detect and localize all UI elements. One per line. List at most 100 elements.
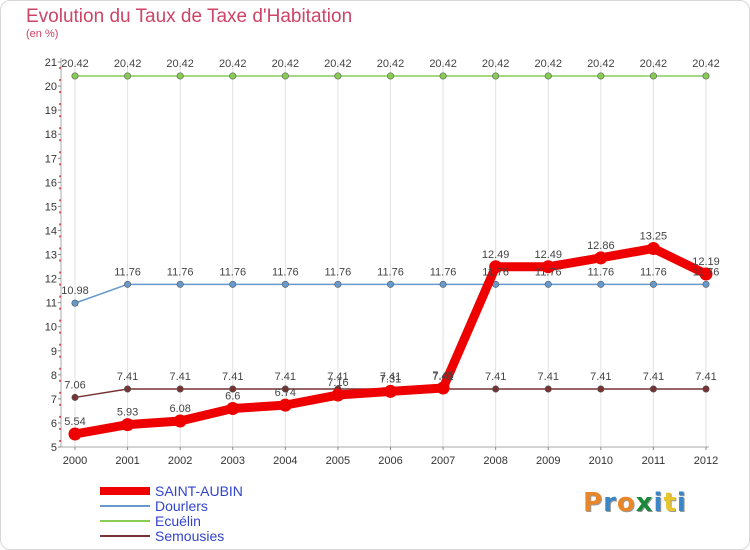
data-label: 7.41 <box>327 371 348 383</box>
y-tick-label: 15 <box>45 201 57 213</box>
data-point <box>386 280 394 288</box>
data-label: 20.42 <box>692 58 720 70</box>
y-tick-label: 19 <box>45 105 57 117</box>
data-label: 7.41 <box>222 371 243 383</box>
x-tick-label: 2000 <box>63 455 87 467</box>
data-label: 11.76 <box>535 266 562 278</box>
data-label: 11.76 <box>640 266 667 278</box>
data-point <box>649 280 657 288</box>
data-point <box>68 427 82 441</box>
data-label: 20.42 <box>534 58 562 70</box>
legend-label-ecuelin: Ecuélin <box>155 513 201 529</box>
legend-label-semousies: Semousies <box>155 528 225 544</box>
data-label: 11.76 <box>482 266 509 278</box>
data-point <box>71 393 79 401</box>
data-label: 11.76 <box>167 266 194 278</box>
data-point <box>597 280 605 288</box>
legend-swatch-dourlers <box>100 505 150 507</box>
data-label: 7.41 <box>380 371 401 383</box>
data-point <box>281 280 289 288</box>
legend-swatch-saint-aubin <box>100 487 150 495</box>
data-label: 11.76 <box>325 266 352 278</box>
data-point <box>541 260 555 274</box>
x-tick-label: 2007 <box>431 455 455 467</box>
data-label: 12.19 <box>692 256 720 268</box>
data-point <box>124 280 132 288</box>
data-point <box>544 280 552 288</box>
data-label: 5.54 <box>64 416 85 428</box>
y-tick-label: 6 <box>51 418 57 430</box>
logo-letter: P <box>583 488 604 518</box>
logo-letter: r <box>603 488 617 518</box>
data-label: 12.49 <box>534 249 562 261</box>
proxiti-logo: Proxiti <box>583 488 687 518</box>
data-label: 7.16 <box>327 377 348 389</box>
logo-letter: x <box>635 488 654 518</box>
y-tick-label: 21 <box>45 57 57 69</box>
x-tick-label: 2012 <box>694 455 718 467</box>
data-point <box>281 385 289 393</box>
data-label: 6.74 <box>275 387 296 399</box>
data-point <box>124 72 132 80</box>
data-label: 11.76 <box>587 266 614 278</box>
x-tick-label: 2009 <box>536 455 560 467</box>
data-label: 20.42 <box>482 58 510 70</box>
y-tick-label: 14 <box>45 225 57 237</box>
data-label: 7.45 <box>432 370 453 382</box>
y-tick-label: 7 <box>51 394 57 406</box>
x-tick-label: 2011 <box>642 455 666 467</box>
x-tick-label: 2005 <box>326 455 350 467</box>
data-point <box>334 72 342 80</box>
data-label: 20.42 <box>114 58 142 70</box>
x-tick-label: 2003 <box>221 455 245 467</box>
data-point <box>176 385 184 393</box>
data-point <box>384 384 397 398</box>
logo-letter: t <box>663 488 677 518</box>
data-point <box>597 385 605 393</box>
data-label: 5.93 <box>117 407 138 419</box>
logo-letter: o <box>616 488 636 518</box>
data-point <box>492 72 500 80</box>
x-tick-label: 2008 <box>483 455 507 467</box>
y-tick-label: 9 <box>51 346 57 358</box>
data-label: 7.41 <box>275 371 296 383</box>
data-point <box>71 299 79 307</box>
data-label: 11.76 <box>430 266 457 278</box>
data-point <box>121 418 135 432</box>
legend-swatch-semousies <box>100 535 150 537</box>
data-point <box>229 280 237 288</box>
data-label: 12.86 <box>587 240 615 252</box>
data-label: 7.41 <box>643 371 664 383</box>
data-label: 6.6 <box>225 391 240 403</box>
data-label: 7.41 <box>117 371 138 383</box>
data-label: 12.49 <box>482 249 510 261</box>
x-tick-label: 2006 <box>378 455 402 467</box>
data-label: 7.41 <box>538 371 559 383</box>
data-point <box>124 385 132 393</box>
data-point <box>702 385 710 393</box>
data-label: 11.76 <box>219 266 246 278</box>
data-point <box>173 414 187 428</box>
data-point <box>649 385 657 393</box>
data-label: 11.76 <box>114 266 141 278</box>
data-point <box>702 280 710 288</box>
logo-letter: i <box>676 488 687 518</box>
legend-label-saint-aubin: SAINT-AUBIN <box>155 483 243 499</box>
data-point <box>594 251 608 265</box>
y-tick-label: 11 <box>46 298 57 310</box>
data-point <box>492 385 500 393</box>
x-tick-label: 2001 <box>115 455 139 467</box>
legend-swatch-ecuelin <box>100 520 150 522</box>
data-label: 6.08 <box>169 403 190 415</box>
data-point <box>386 72 394 80</box>
data-point <box>278 398 292 412</box>
y-tick-label: 17 <box>45 153 57 165</box>
data-label: 7.31 <box>380 373 401 385</box>
data-label: 11.76 <box>377 266 404 278</box>
data-label: 20.42 <box>219 58 247 70</box>
data-label: 7.41 <box>485 371 506 383</box>
data-label: 20.42 <box>272 58 300 70</box>
data-point <box>544 72 552 80</box>
y-tick-label: 18 <box>45 129 57 141</box>
